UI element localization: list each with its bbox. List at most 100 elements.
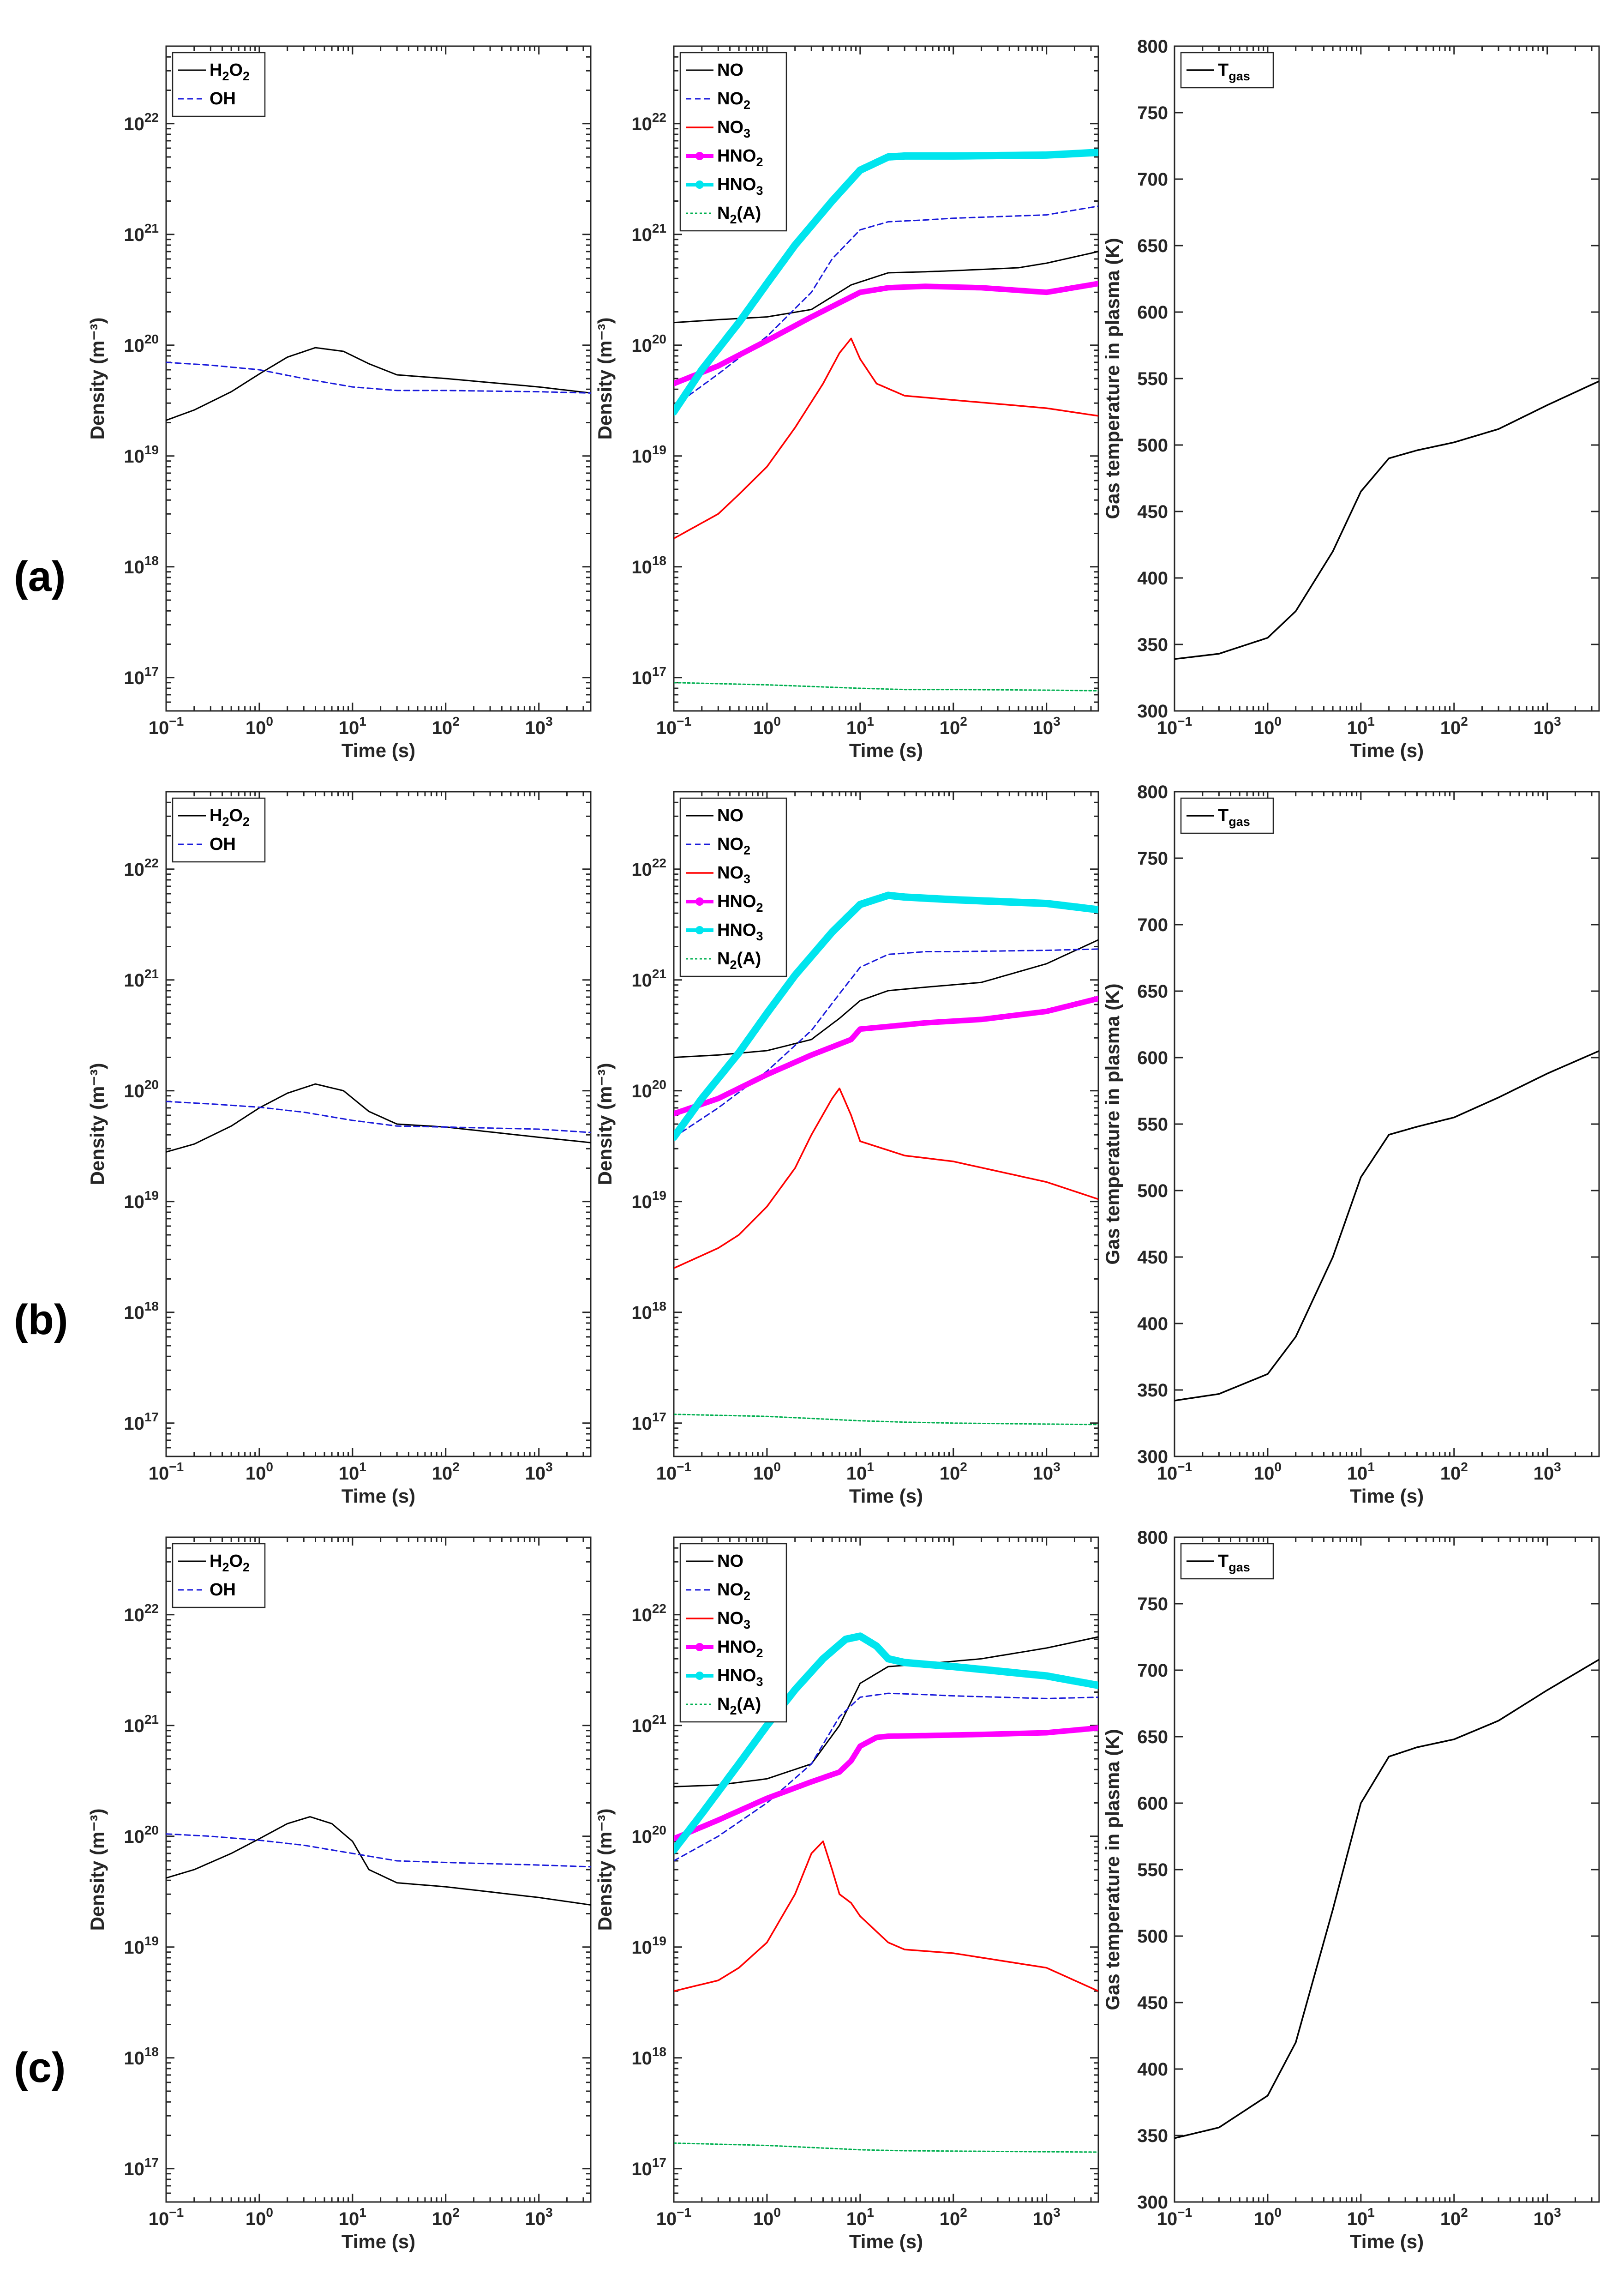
- x-axis-label: Time (s): [1350, 1485, 1424, 1507]
- y-tick-label: 1022: [631, 856, 666, 880]
- legend: Tgas: [1180, 52, 1274, 89]
- panel-b-radicals: 10−1 100 101 102 103 Time (s) 1017 1018 1019 1020…: [86, 791, 592, 1507]
- x-tick-label: 103: [525, 2205, 553, 2229]
- x-tick-label: 101: [846, 2205, 874, 2229]
- legend-label-Tgas: Tgas: [1218, 1552, 1250, 1574]
- x-tick-label: 103: [1033, 714, 1061, 738]
- y-tick-label: 1021: [631, 1712, 666, 1736]
- y-tick-label: 1022: [124, 110, 159, 134]
- y-tick-label: 600: [1137, 1793, 1168, 1814]
- x-tick-label: 10−1: [656, 714, 691, 738]
- x-tick-label: 10−1: [656, 1460, 691, 1484]
- plot-area: [1174, 791, 1600, 1457]
- y-tick-label: 350: [1137, 635, 1168, 655]
- y-tick-label: 1019: [124, 443, 159, 467]
- x-tick-label: 102: [432, 714, 460, 738]
- legend-label-N2A: N2(A): [717, 949, 761, 972]
- x-tick-label: 100: [246, 1460, 273, 1484]
- y-tick-label: 300: [1137, 2192, 1168, 2213]
- series-group: [1175, 1659, 1599, 2139]
- x-tick-label: 103: [1033, 1460, 1061, 1484]
- series-group: [166, 1083, 591, 1153]
- y-tick-label: 1021: [124, 967, 159, 991]
- legend-label-OH: OH: [210, 89, 236, 108]
- legend-marker-HNO2: [695, 1643, 704, 1651]
- y-tick-label: 1018: [631, 553, 666, 578]
- x-tick-label: 10−1: [1157, 2205, 1192, 2229]
- panel-a-nox: 10−1 100 101 102 103 Time (s) 1017 1018 1019 1020…: [594, 45, 1099, 761]
- y-tick-label: 1017: [631, 1410, 666, 1434]
- panel-b-nox: 10−1 100 101 102 103 Time (s) 1017 1018 1019 1020…: [594, 791, 1099, 1507]
- y-tick-label: 1018: [124, 1299, 159, 1323]
- y-tick-label: 400: [1137, 568, 1168, 589]
- panel-a-temp: 10−1 100 101 102 103 Time (s) 300 350 400 450 500 5…: [1102, 36, 1600, 761]
- legend-label-H2O2: H2O2: [210, 1552, 250, 1574]
- legend-label-OH: OH: [210, 835, 236, 854]
- x-tick-label: 10−1: [656, 2205, 691, 2229]
- series-group: [674, 1632, 1098, 2153]
- y-axis-label: Density (m⁻³): [594, 318, 616, 440]
- legend: NO NO2 NO3 HNO2 HNO3 N2(A): [679, 1543, 787, 1723]
- row-label-a: (a): [14, 553, 66, 600]
- y-tick-label: 450: [1137, 1993, 1168, 2013]
- y-tick-label: 350: [1137, 1380, 1168, 1401]
- y-tick-label: 600: [1137, 302, 1168, 323]
- series-group: [1175, 380, 1599, 660]
- y-tick-label: 1017: [631, 2155, 666, 2179]
- series-line-HNO3: [674, 1632, 1098, 1854]
- legend-marker-HNO3: [695, 1672, 704, 1680]
- x-tick-label: 102: [432, 2205, 460, 2229]
- y-axis-label: Gas temperature in plasma (K): [1102, 983, 1123, 1264]
- y-tick-label: 650: [1137, 1727, 1168, 1747]
- y-tick-label: 1018: [124, 2045, 159, 2069]
- series-line-N2A: [674, 682, 1098, 692]
- x-tick-label: 103: [525, 714, 553, 738]
- x-tick-label: 100: [1254, 1460, 1282, 1484]
- x-tick-label: 101: [846, 714, 874, 738]
- x-tick-label: 100: [753, 1460, 781, 1484]
- y-tick-label: 500: [1137, 1181, 1168, 1201]
- y-tick-label: 650: [1137, 236, 1168, 256]
- y-tick-label: 800: [1137, 1528, 1168, 1548]
- y-axis-label: Density (m⁻³): [86, 1063, 108, 1185]
- y-tick-label: 800: [1137, 36, 1168, 57]
- legend-label-HNO2: HNO2: [717, 1637, 763, 1660]
- series-group: [674, 149, 1098, 692]
- x-axis-label: Time (s): [849, 1485, 923, 1507]
- x-tick-label: 102: [940, 1460, 967, 1484]
- y-tick-label: 450: [1137, 1247, 1168, 1268]
- x-tick-label: 101: [339, 2205, 366, 2229]
- x-tick-label: 102: [940, 2205, 967, 2229]
- y-tick-label: 1021: [124, 221, 159, 245]
- panel-a-radicals: 10−1 100 101 102 103 Time (s) 1017 1018 1019 1020…: [86, 45, 592, 761]
- row-label-b: (b): [14, 1296, 68, 1343]
- y-tick-label: 1022: [124, 856, 159, 880]
- legend: H2O2 OH: [172, 52, 266, 117]
- x-tick-label: 103: [525, 1460, 553, 1484]
- y-tick-label: 800: [1137, 782, 1168, 802]
- y-axis-label: Density (m⁻³): [86, 1809, 108, 1931]
- row-labels: (a) (b) (c): [14, 553, 68, 2091]
- legend-label-NO2: NO2: [717, 835, 750, 857]
- legend-box: [679, 52, 787, 232]
- series-line-OH: [166, 1101, 591, 1133]
- plot-area: [1174, 1536, 1600, 2203]
- y-tick-label: 1019: [631, 1188, 666, 1212]
- x-tick-label: 101: [339, 714, 366, 738]
- y-tick-label: 600: [1137, 1048, 1168, 1068]
- y-tick-label: 1020: [631, 1077, 666, 1101]
- y-tick-label: 1022: [124, 1601, 159, 1625]
- x-tick-label: 100: [1254, 2205, 1282, 2229]
- x-tick-label: 102: [432, 1460, 460, 1484]
- series-group: [674, 891, 1098, 1426]
- y-tick-label: 700: [1137, 169, 1168, 190]
- series-line-N2A: [674, 2142, 1098, 2153]
- series-group: [166, 1816, 591, 1906]
- x-axis-label: Time (s): [849, 740, 923, 761]
- y-tick-label: 1021: [124, 1712, 159, 1736]
- y-tick-label: 500: [1137, 435, 1168, 456]
- x-axis-label: Time (s): [1350, 2231, 1424, 2252]
- panel-c-temp: 10−1 100 101 102 103 Time (s) 300 350 400 450 500 5…: [1102, 1528, 1600, 2252]
- x-tick-label: 10−1: [149, 714, 184, 738]
